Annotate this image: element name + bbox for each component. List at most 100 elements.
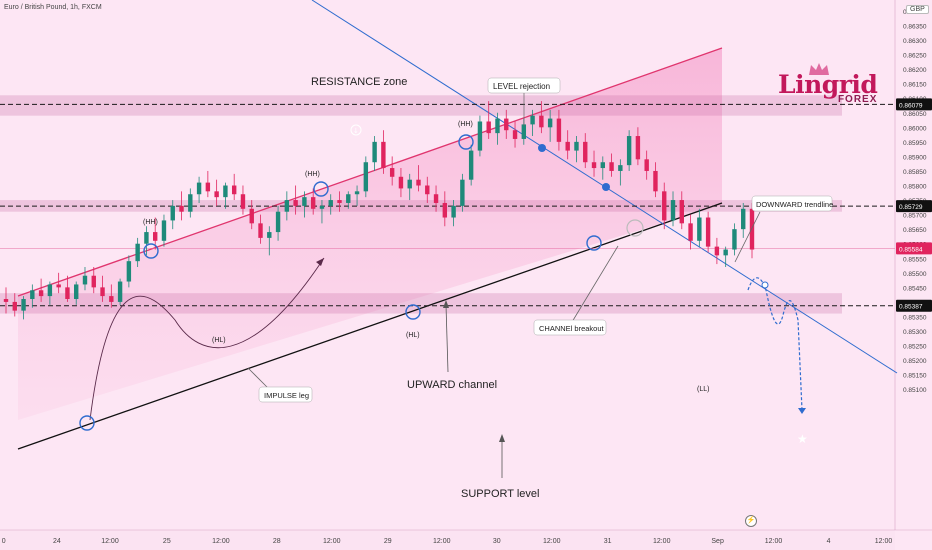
y-tick-label: 0.85850 <box>903 169 927 176</box>
candle <box>12 301 17 311</box>
candle <box>556 118 562 142</box>
resistance-zone-area <box>18 48 722 420</box>
candle <box>495 118 500 134</box>
candle <box>82 275 88 285</box>
pivot-circle <box>143 243 159 259</box>
y-tick-label: 0.86300 <box>903 38 927 45</box>
pivot-label-ll: (LL) <box>697 386 709 393</box>
x-tick-label: 12:00 <box>323 538 341 545</box>
candle <box>91 275 96 288</box>
candle <box>135 243 140 262</box>
candle <box>442 202 448 218</box>
candle <box>626 136 632 166</box>
candle <box>714 246 720 256</box>
downward-trendline-box <box>751 195 833 212</box>
candle <box>328 200 333 206</box>
candle <box>749 208 755 250</box>
impulse-leg-arrowhead <box>316 258 324 266</box>
candle <box>47 284 53 297</box>
y-tick-label: 0.85800 <box>903 184 927 191</box>
candle <box>407 179 412 189</box>
candle <box>662 191 667 221</box>
candle <box>117 281 123 302</box>
candle <box>670 200 676 221</box>
candle <box>425 185 430 195</box>
y-tick-label: 0.86050 <box>903 111 927 118</box>
candle <box>275 211 281 233</box>
candle <box>100 287 105 297</box>
crown-icon <box>809 63 829 75</box>
candle <box>144 232 149 244</box>
x-tick-label: 12:00 <box>875 538 893 545</box>
pivot-label-hh: (HH) <box>458 121 473 128</box>
candle <box>337 200 342 203</box>
candle <box>635 136 641 160</box>
candle <box>153 232 158 241</box>
x-tick-label: 12:00 <box>212 538 230 545</box>
pivot-dot <box>761 281 769 289</box>
candle <box>486 121 491 134</box>
candle <box>477 121 483 151</box>
candle <box>205 182 211 192</box>
candle <box>267 232 272 238</box>
y-tick-label: 0.85500 <box>903 271 927 278</box>
price-tag-label: 0.85387 <box>899 304 923 311</box>
x-tick-label: 12:00 <box>433 538 451 545</box>
candle <box>56 284 61 288</box>
symbol-header: Euro / British Pound, 1h, FXCM <box>4 4 102 11</box>
x-tick-label: 28 <box>273 538 281 545</box>
projection-arrowhead <box>798 408 806 414</box>
hl-pointer-arrowhead <box>443 300 449 308</box>
price-tag-bg <box>896 242 932 255</box>
star-icon: ★ <box>797 432 808 446</box>
y-tick-label: 0.85350 <box>903 314 927 321</box>
y-tick-label: 0.85550 <box>903 256 927 263</box>
price-tag-label: 0.85729 <box>899 204 923 211</box>
candle <box>240 194 246 209</box>
x-tick-label: 29 <box>384 538 392 545</box>
y-tick-label: 0.85950 <box>903 140 927 147</box>
candle <box>468 150 474 180</box>
candle <box>65 287 70 299</box>
y-tick-label: 0.85250 <box>903 344 927 351</box>
y-tick-label: 0.85300 <box>903 329 927 336</box>
candle <box>258 223 263 238</box>
candle <box>310 197 316 209</box>
pivot-label-hh: (HH) <box>305 171 320 178</box>
pivot-label-hl: (HL) <box>212 337 226 344</box>
x-tick-label: 24 <box>53 538 61 545</box>
candle <box>512 130 518 139</box>
y-tick-label: 0.85100 <box>903 387 927 394</box>
candle <box>679 200 684 224</box>
candle <box>354 191 360 195</box>
candle <box>179 205 184 212</box>
pivot-circle <box>626 219 644 237</box>
candle <box>161 220 167 241</box>
pivot-label-hl: (HL) <box>406 332 420 339</box>
candle <box>547 118 553 128</box>
lightning-icon[interactable]: ⚡ <box>745 515 757 527</box>
x-tick-label: 25 <box>163 538 171 545</box>
y-tick-label: 0.86150 <box>903 82 927 89</box>
candle <box>732 229 737 250</box>
breakout-pointer-line <box>571 245 619 323</box>
x-tick-label: 31 <box>604 538 612 545</box>
price-tag-bg <box>896 299 932 312</box>
price-zone-top-band <box>0 95 842 116</box>
impulse-pointer-line <box>247 367 269 389</box>
currency-badge[interactable]: GBP <box>906 5 929 14</box>
brand-logo: Lingrid FOREX <box>778 70 878 105</box>
candle <box>346 194 351 203</box>
candle <box>618 165 623 171</box>
candle <box>126 261 132 282</box>
pivot-circle <box>313 181 329 197</box>
price-tag-label: 0.85584 <box>899 246 923 253</box>
x-tick-label: 12:00 <box>653 538 671 545</box>
candle <box>38 290 44 297</box>
y-tick-label: 0.86350 <box>903 23 927 30</box>
upper-channel-line <box>17 47 723 297</box>
pivot-label-hh: (HH) <box>143 219 158 226</box>
channel-breakout-label: CHANNEl breakout <box>539 324 605 333</box>
candle <box>188 194 193 212</box>
candle <box>214 191 219 198</box>
